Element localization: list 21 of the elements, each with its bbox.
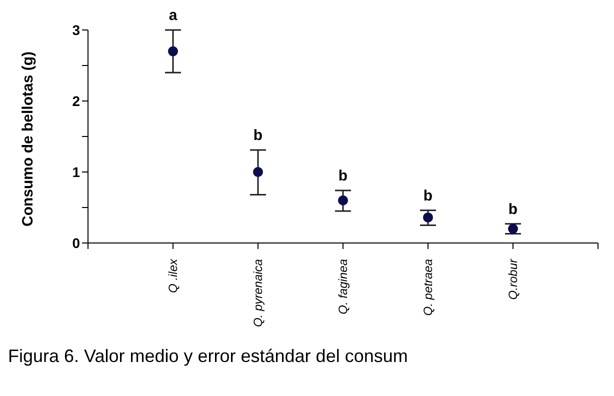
y-tick-label: 3 xyxy=(72,22,80,38)
y-tick-label: 0 xyxy=(72,234,80,251)
annotation: b xyxy=(423,187,433,204)
point xyxy=(253,167,263,177)
text: Figura 6. Valor medio y error estándar del consum xyxy=(8,346,409,367)
point xyxy=(168,46,178,56)
annotation: b xyxy=(253,126,263,144)
x-tick-label: Q. faginea xyxy=(336,258,350,314)
annotation: a xyxy=(168,7,178,24)
y-tick-label: 2 xyxy=(72,92,80,109)
annotation: b xyxy=(508,200,518,218)
y-tick-label: 1 xyxy=(72,164,80,180)
y-axis-title: Consumo de bellotas (g) xyxy=(19,51,36,226)
point xyxy=(423,212,433,222)
x-tick-label: Q.robur xyxy=(506,258,520,300)
annotation: b xyxy=(338,167,348,184)
point xyxy=(338,195,348,206)
x-tick-label: Q .ilex xyxy=(166,258,180,294)
x-tick-label: Q. petraea xyxy=(421,258,435,316)
x-tick-label: Q. pyrenaica xyxy=(251,258,265,328)
point xyxy=(508,224,518,234)
